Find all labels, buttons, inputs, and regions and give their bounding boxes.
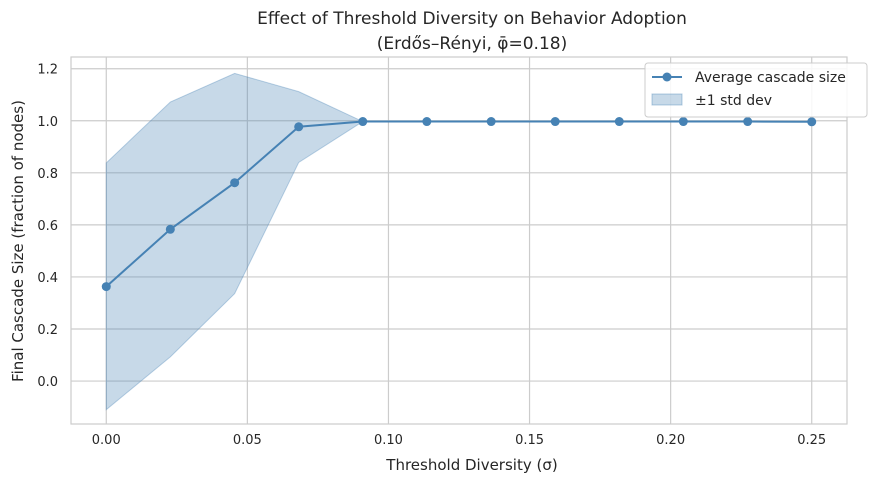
data-point: [165, 224, 175, 234]
y-tick-label: 0.0: [37, 375, 58, 390]
x-tick-label: 0.10: [374, 433, 403, 448]
legend-label-std: ±1 std dev: [695, 93, 772, 109]
data-point: [743, 117, 753, 127]
legend-frame: [644, 62, 868, 118]
legend-marker-swatch: [662, 72, 672, 82]
y-axis-label: Final Cascade Size (fraction of nodes): [9, 100, 27, 382]
x-tick-label: 0.00: [92, 433, 121, 448]
data-point: [550, 117, 560, 127]
plot-area-frame: [70, 56, 848, 425]
data-point: [614, 117, 624, 127]
data-point: [422, 117, 432, 127]
y-tick-label: 0.4: [37, 271, 58, 286]
x-tick-label: 0.25: [797, 433, 826, 448]
legend-label-average: Average cascade size: [695, 70, 846, 86]
y-tick-labels: 0.0 0.2 0.4 0.6 0.8 1.0 1.2: [37, 63, 58, 390]
data-point: [678, 117, 688, 127]
chart-subtitle: (Erdős–Rényi, φ̄=0.18): [377, 34, 567, 54]
legend: Average cascade size ±1 std dev: [644, 62, 868, 118]
grid: [71, 57, 847, 424]
data-point: [486, 117, 496, 127]
y-tick-label: 1.0: [37, 115, 58, 130]
y-tick-label: 0.2: [37, 323, 58, 338]
x-tick-label: 0.15: [515, 433, 544, 448]
chart-title: Effect of Threshold Diversity on Behavio…: [257, 9, 687, 29]
average-cascade-line: [105, 120, 812, 288]
y-tick-label: 0.8: [37, 167, 58, 182]
x-tick-labels: 0.00 0.05 0.10 0.15 0.20 0.25: [92, 433, 826, 448]
data-point: [807, 117, 817, 127]
y-tick-label: 0.6: [37, 219, 58, 234]
y-tick-label: 1.2: [37, 63, 58, 78]
data-point: [294, 122, 304, 132]
x-tick-label: 0.05: [233, 433, 262, 448]
series-layer: [101, 117, 817, 292]
x-tick-label: 0.20: [656, 433, 685, 448]
data-point: [358, 117, 368, 127]
data-point: [101, 282, 111, 292]
x-axis-label: Threshold Diversity (σ): [385, 456, 557, 474]
legend-band-swatch: [651, 93, 683, 106]
data-point: [230, 178, 240, 188]
